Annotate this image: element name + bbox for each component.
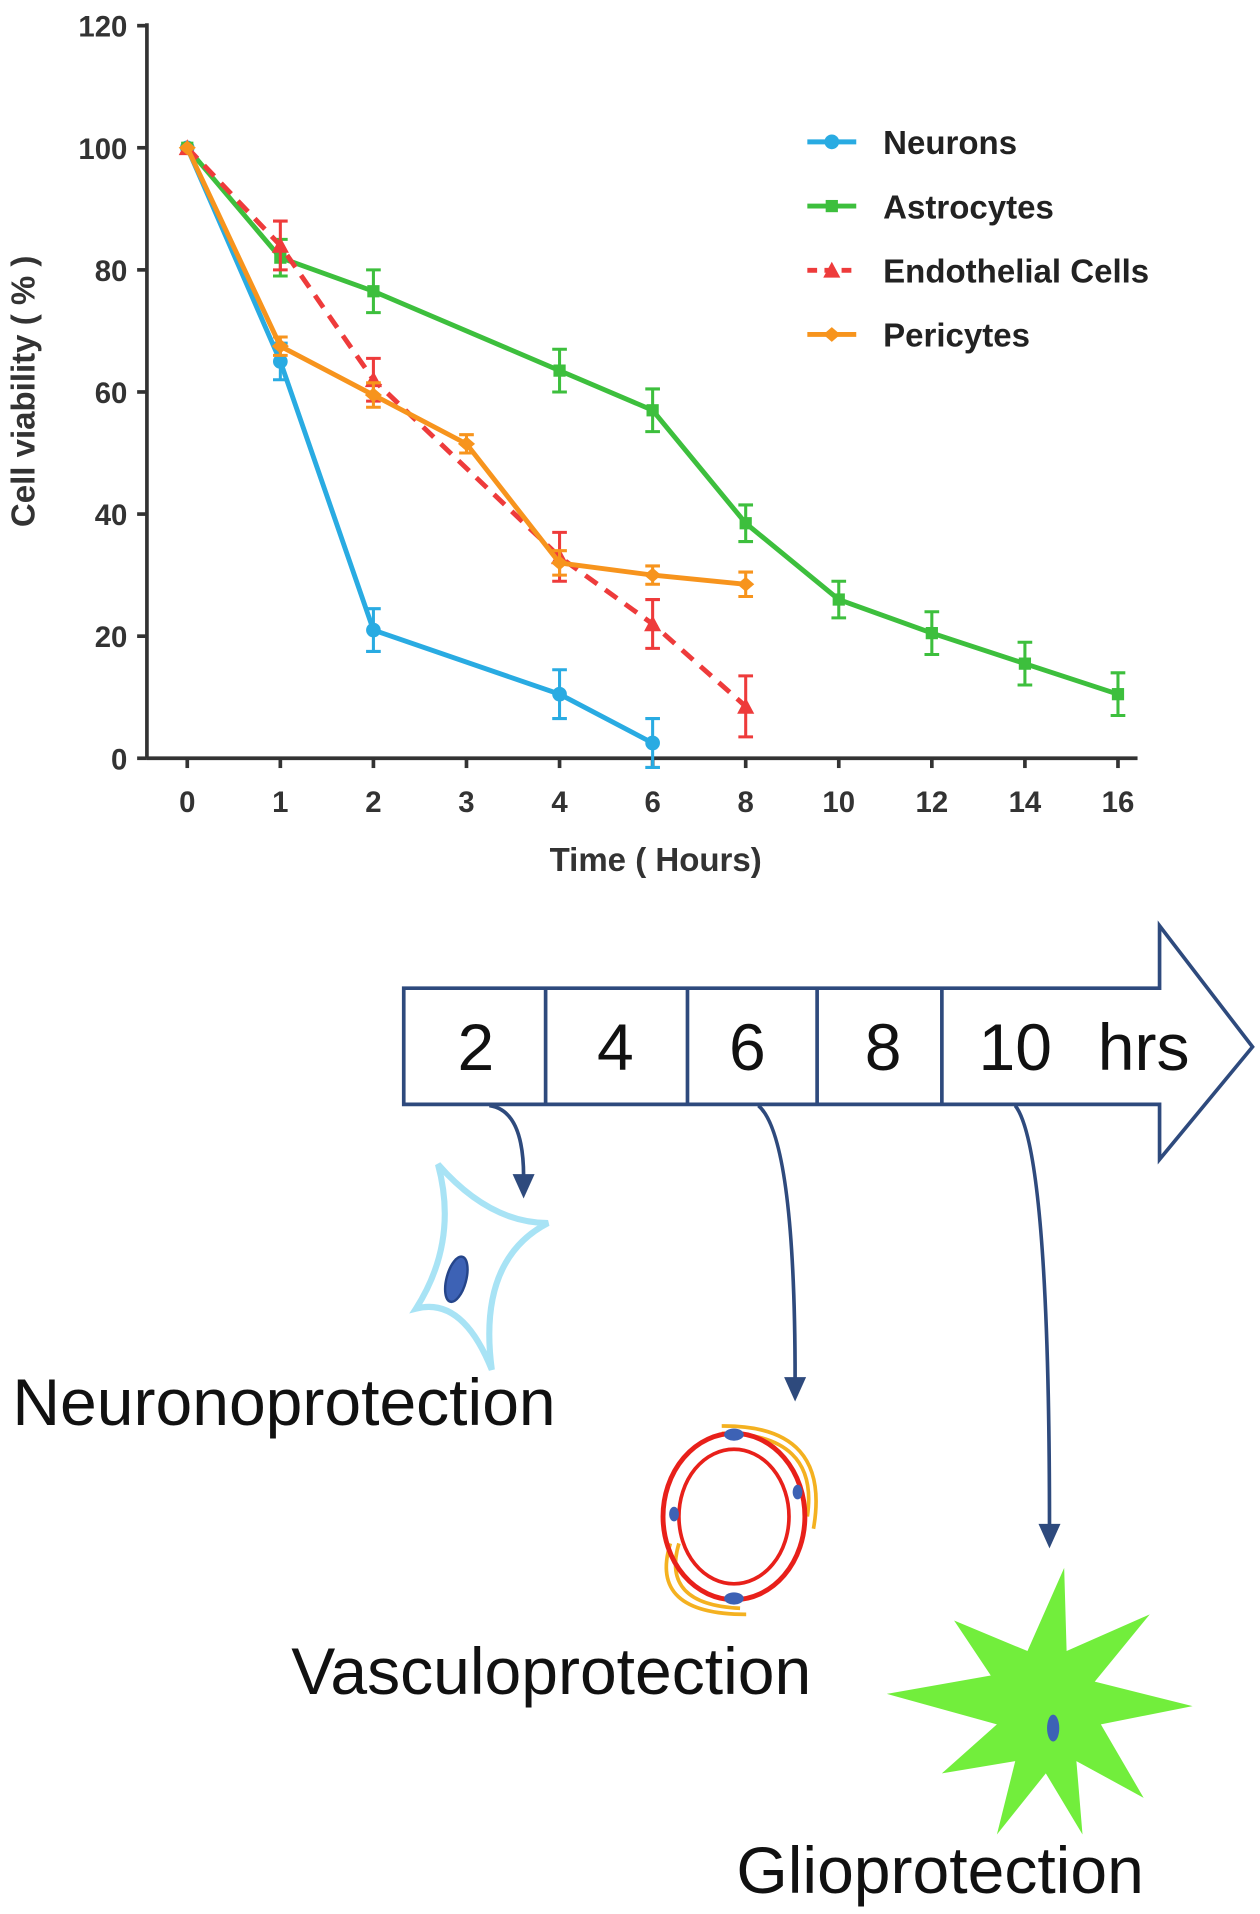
glia-icon [886, 1567, 1193, 1835]
marker [273, 354, 288, 369]
y-tick-label: 60 [95, 377, 128, 410]
marker [367, 285, 380, 298]
series-line [185, 146, 654, 746]
neuron-icon [409, 1162, 550, 1371]
x-tick-label: 8 [738, 786, 754, 819]
marker [553, 364, 566, 377]
x-axis-label: Time ( Hours) [550, 841, 762, 878]
series-line [185, 146, 748, 709]
marker [1018, 657, 1032, 670]
x-tick-label: 16 [1102, 786, 1135, 819]
marker [646, 404, 659, 417]
marker [457, 436, 476, 452]
marker [178, 140, 196, 156]
marker [823, 261, 841, 278]
x-tick-label: 3 [458, 786, 474, 819]
y-tick-label: 100 [78, 133, 127, 166]
legend-label: Neurons [883, 124, 1017, 161]
y-tick-label: 80 [95, 255, 128, 288]
y-axis-label: Cell viability ( % ) [4, 256, 41, 528]
y-tick-label: 20 [95, 621, 128, 654]
timeline-step: 2 [458, 1010, 495, 1084]
outcome-label: Vasculoprotection [291, 1634, 811, 1708]
marker [823, 327, 841, 342]
x-tick-label: 10 [822, 786, 855, 819]
y-tick-label: 120 [78, 11, 127, 44]
x-tick-label: 2 [365, 786, 381, 819]
timeline-step: 10 [979, 1010, 1052, 1084]
legend-label: Endothelial Cells [883, 253, 1149, 290]
outcome-label: Glioprotection [736, 1833, 1143, 1907]
x-tick-label: 14 [1009, 786, 1042, 819]
y-tick-label: 40 [95, 499, 128, 532]
legend-label: Pericytes [883, 317, 1030, 354]
x-tick-label: 4 [551, 786, 568, 819]
x-tick-label: 0 [179, 786, 195, 819]
marker [824, 134, 840, 150]
marker [364, 387, 382, 403]
outcome-label: Neuronoprotection [12, 1365, 555, 1439]
y-tick-label: 0 [111, 743, 127, 776]
marker [1111, 688, 1125, 701]
marker [645, 735, 660, 751]
timeline-arrow [401, 920, 1255, 1165]
x-tick-label: 12 [916, 786, 949, 819]
marker [925, 626, 938, 640]
series-line [185, 146, 1119, 697]
marker [552, 686, 567, 702]
marker [644, 567, 662, 583]
marker [739, 517, 752, 530]
pointer-arrows [488, 1103, 1052, 1527]
timeline-step: 6 [729, 1010, 766, 1084]
marker [366, 622, 381, 638]
marker [271, 236, 289, 253]
series-line [185, 146, 746, 587]
marker [644, 615, 662, 632]
timeline-step: 8 [865, 1010, 902, 1084]
timeline-step: 4 [597, 1010, 634, 1084]
marker [550, 555, 569, 571]
x-tick-label: 1 [272, 786, 288, 819]
x-tick-label: 6 [644, 786, 660, 819]
vessel-icon [660, 1424, 818, 1617]
legend-label: Astrocytes [883, 188, 1054, 225]
timeline-unit: hrs [1098, 1010, 1190, 1084]
arrow-heads [512, 1174, 1061, 1549]
marker [825, 199, 838, 213]
marker [737, 697, 755, 714]
marker [737, 576, 755, 592]
marker [271, 338, 289, 354]
marker [832, 593, 845, 606]
